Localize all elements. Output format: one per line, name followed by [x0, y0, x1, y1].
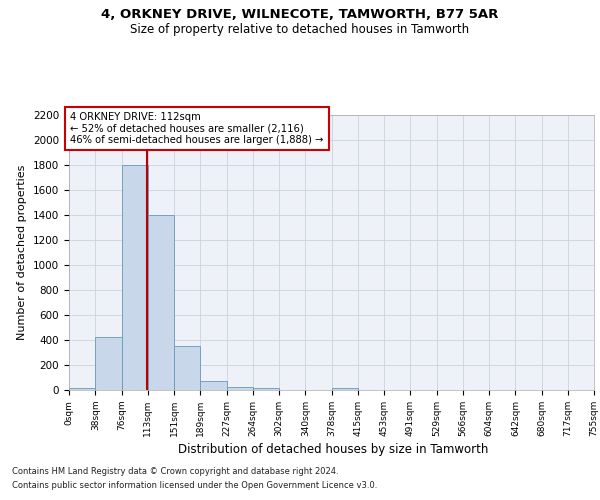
Text: 4, ORKNEY DRIVE, WILNECOTE, TAMWORTH, B77 5AR: 4, ORKNEY DRIVE, WILNECOTE, TAMWORTH, B7…	[101, 8, 499, 20]
Bar	[148, 215, 174, 390]
Bar	[332, 388, 358, 390]
Bar	[174, 346, 200, 390]
Bar	[95, 337, 122, 390]
Bar	[253, 388, 279, 390]
Y-axis label: Number of detached properties: Number of detached properties	[17, 165, 28, 340]
Text: Contains HM Land Registry data © Crown copyright and database right 2024.: Contains HM Land Registry data © Crown c…	[12, 468, 338, 476]
Text: 4 ORKNEY DRIVE: 112sqm
← 52% of detached houses are smaller (2,116)
46% of semi-: 4 ORKNEY DRIVE: 112sqm ← 52% of detached…	[70, 112, 324, 144]
Text: Distribution of detached houses by size in Tamworth: Distribution of detached houses by size …	[178, 442, 488, 456]
Bar	[122, 165, 148, 390]
Bar	[227, 387, 253, 390]
Text: Size of property relative to detached houses in Tamworth: Size of property relative to detached ho…	[130, 22, 470, 36]
Text: Contains public sector information licensed under the Open Government Licence v3: Contains public sector information licen…	[12, 481, 377, 490]
Bar	[200, 380, 227, 390]
Bar	[69, 388, 95, 390]
